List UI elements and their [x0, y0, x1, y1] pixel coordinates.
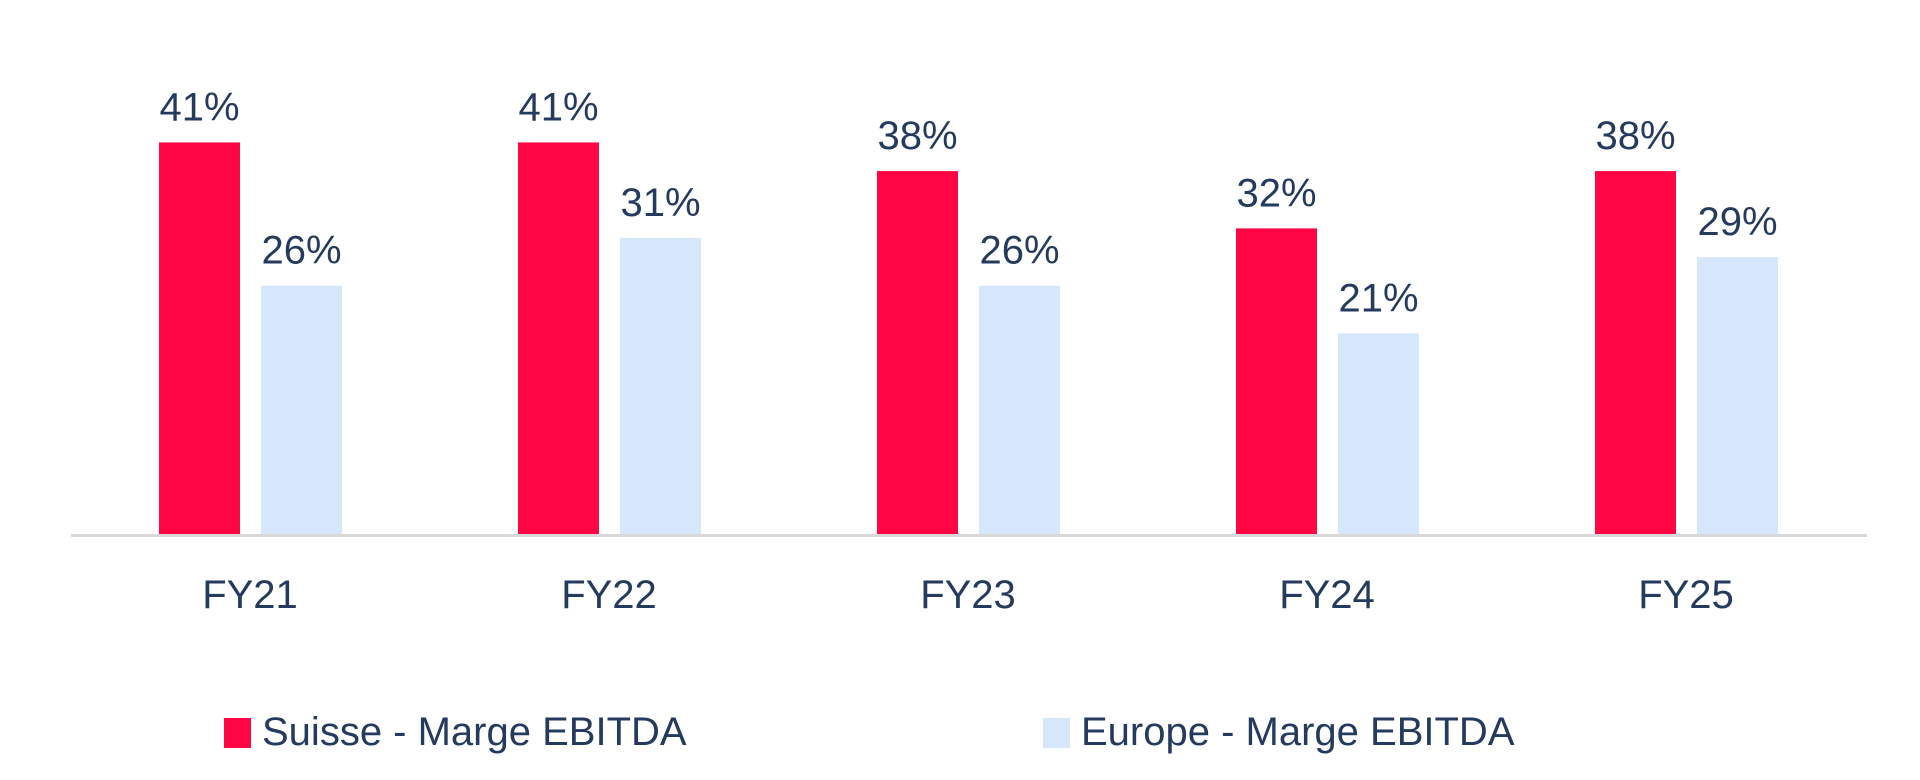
bar-suisse-fy25	[1595, 171, 1676, 534]
x-tick-label: FY23	[920, 573, 1016, 617]
data-label: 41%	[159, 85, 239, 129]
data-label: 41%	[518, 85, 598, 129]
bar-suisse-fy24	[1236, 228, 1317, 534]
data-label: 38%	[1595, 114, 1675, 158]
bar-europe-fy22	[620, 237, 701, 534]
legend-label-suisse: Suisse - Marge EBITDA	[262, 710, 687, 754]
bar-suisse-fy22	[518, 142, 599, 534]
bar-europe-fy23	[979, 285, 1060, 534]
bar-europe-fy24	[1338, 333, 1419, 534]
x-tick-label: FY21	[202, 573, 298, 617]
legend-label-europe: Europe - Marge EBITDA	[1081, 710, 1515, 754]
bar-suisse-fy21	[159, 142, 240, 534]
legend-swatch-suisse	[224, 717, 251, 748]
data-label: 29%	[1697, 200, 1777, 244]
data-label: 26%	[979, 229, 1059, 273]
data-label: 26%	[261, 229, 341, 273]
bar-europe-fy21	[261, 285, 342, 534]
legend-item-suisse: Suisse - Marge EBITDA	[224, 710, 687, 755]
data-label: 38%	[877, 114, 957, 158]
legend-item-europe: Europe - Marge EBITDA	[1043, 710, 1515, 755]
bar-europe-fy25	[1697, 257, 1778, 534]
x-tick-label: FY24	[1279, 573, 1375, 617]
data-label: 21%	[1338, 276, 1418, 320]
x-tick-label: FY25	[1638, 573, 1734, 617]
data-label: 32%	[1236, 171, 1316, 215]
data-label: 31%	[620, 181, 700, 225]
bar-suisse-fy23	[877, 171, 958, 534]
legend-swatch-europe	[1043, 717, 1070, 748]
x-tick-label: FY22	[561, 573, 657, 617]
